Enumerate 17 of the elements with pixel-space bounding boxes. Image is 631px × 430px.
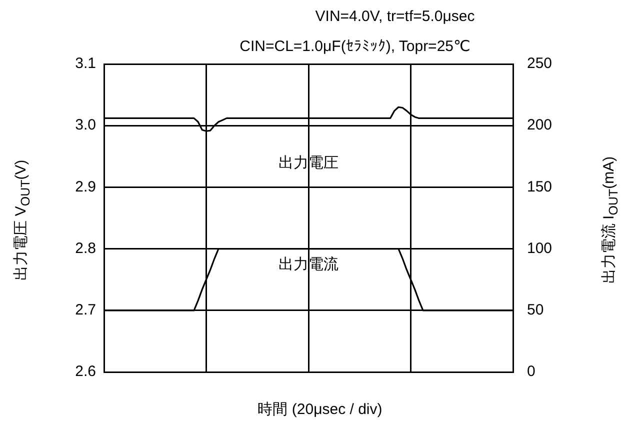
y-tick-label: 2.8 — [75, 240, 96, 257]
y-tick-label: 2.9 — [75, 178, 96, 196]
y2-tick-label: 200 — [527, 116, 552, 134]
y-tick-label: 2.6 — [75, 363, 96, 380]
series-label: 出力電流 — [278, 256, 338, 273]
y2-tick-label: 100 — [527, 240, 552, 257]
y2-tick-label: 150 — [527, 178, 552, 196]
chart-subtitle: CIN=CL=1.0μF(ｾﾗﾐｯｸ), Topr=25℃ — [240, 37, 470, 55]
y-tick-label: 3.0 — [75, 116, 96, 134]
y2-tick-label: 250 — [527, 55, 552, 72]
y-tick-label: 3.1 — [75, 55, 96, 72]
chart-title: VIN=4.0V, tr=tf=5.0μsec — [315, 8, 475, 25]
y2-tick-label: 0 — [527, 363, 536, 380]
y-tick-label: 2.7 — [75, 302, 96, 319]
x-axis-title: 時間 (20μsec / div) — [258, 400, 382, 419]
y2-tick-label: 50 — [527, 302, 544, 319]
text: 出力電圧 — [278, 154, 338, 172]
